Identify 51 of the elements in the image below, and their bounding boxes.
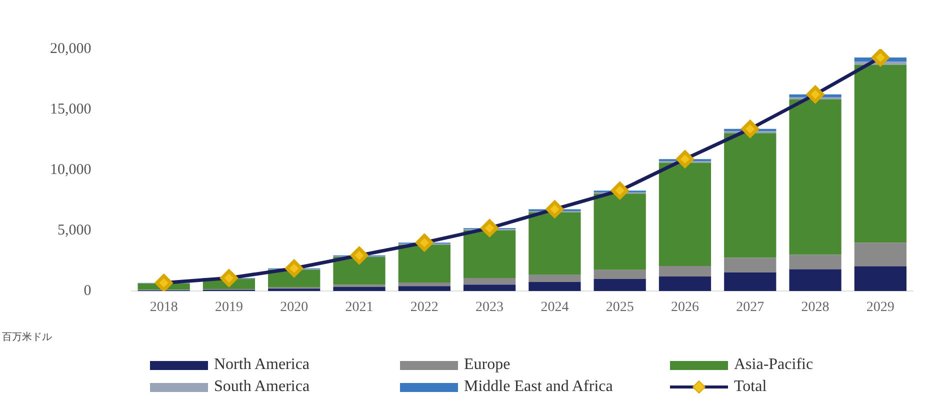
y-tick-label: 0 [84,282,92,299]
y-tick-label: 10,000 [50,162,92,178]
bar [854,242,906,266]
y-tick-label: 20,000 [50,40,92,57]
x-tick-label: 2023 [476,300,504,316]
bar [463,284,516,291]
bar [594,278,646,291]
legend-label: Europe [464,356,510,374]
legend-label: North America [214,356,310,374]
bar [854,266,906,291]
bar [333,284,386,288]
y-axis-title: 百万米ドル [2,330,52,344]
x-tick-label: 2027 [736,300,764,316]
x-tick-label: 2020 [280,300,308,316]
x-tick-label: 2028 [801,300,830,316]
bar [528,282,581,291]
bar [658,276,712,291]
bar [528,212,581,275]
bar [333,257,386,285]
legend-label: Total [734,378,767,396]
x-tick-label: 2025 [606,300,634,316]
legend-label: South America [214,378,310,396]
bar [594,270,646,279]
legend-label: Asia-Pacific [734,356,814,374]
bar [528,274,581,282]
bar [398,282,450,286]
x-tick-label: 2022 [410,300,438,316]
bar [463,230,516,278]
bar [398,244,450,283]
y-tick-label: 5,000 [58,222,92,238]
bar [658,162,712,266]
y-tick-label: 15,000 [50,101,92,118]
x-tick-label: 2029 [866,300,894,316]
x-tick-label: 2026 [670,300,699,316]
bar [398,286,450,291]
bar [463,278,516,285]
bar [789,254,842,270]
bar [724,272,776,291]
bar [724,258,776,272]
bar [854,64,906,243]
x-tick-label: 2024 [540,300,569,316]
x-tick-label: 2021 [345,300,374,316]
legend-label: Middle East and Africa [464,378,613,396]
bar [333,287,386,291]
bar [789,269,842,291]
bar [658,266,712,276]
x-tick-label: 2018 [150,300,178,316]
bar [789,99,842,255]
bar [594,194,646,270]
x-tick-label: 2019 [214,300,243,316]
bar [724,133,776,258]
